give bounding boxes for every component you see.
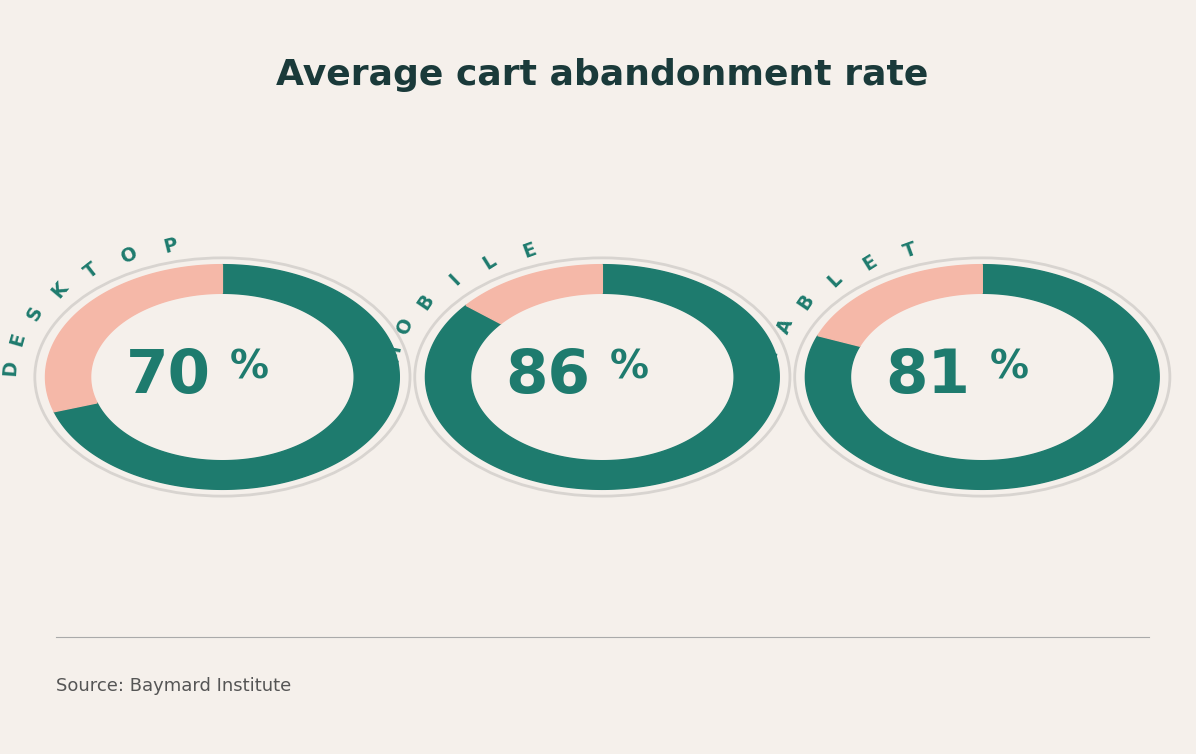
Text: I: I bbox=[446, 271, 464, 290]
Text: P: P bbox=[161, 235, 179, 257]
Text: 86: 86 bbox=[506, 348, 591, 406]
Text: E: E bbox=[7, 331, 29, 348]
Polygon shape bbox=[45, 265, 222, 412]
Text: T: T bbox=[763, 345, 783, 362]
Text: D: D bbox=[0, 359, 20, 376]
Text: Average cart abandonment rate: Average cart abandonment rate bbox=[276, 58, 928, 93]
Text: B: B bbox=[794, 290, 818, 313]
Text: K: K bbox=[48, 278, 72, 302]
Text: Source: Baymard Institute: Source: Baymard Institute bbox=[56, 677, 292, 695]
Text: T: T bbox=[80, 259, 103, 282]
Text: A: A bbox=[774, 316, 797, 337]
Text: %: % bbox=[610, 349, 648, 387]
Polygon shape bbox=[54, 265, 399, 489]
Text: E: E bbox=[520, 239, 539, 262]
Text: %: % bbox=[989, 349, 1029, 387]
Text: %: % bbox=[230, 349, 269, 387]
Text: O: O bbox=[393, 315, 417, 337]
Polygon shape bbox=[818, 265, 982, 346]
Text: L: L bbox=[824, 269, 846, 291]
Text: L: L bbox=[480, 251, 500, 274]
Text: 81: 81 bbox=[885, 348, 970, 406]
Text: E: E bbox=[859, 251, 880, 274]
Polygon shape bbox=[805, 265, 1159, 489]
Text: T: T bbox=[901, 239, 919, 262]
Polygon shape bbox=[466, 265, 603, 323]
Text: O: O bbox=[118, 244, 141, 268]
Text: M: M bbox=[382, 342, 404, 364]
Text: S: S bbox=[23, 303, 47, 324]
Text: B: B bbox=[414, 290, 438, 313]
Text: 70: 70 bbox=[126, 348, 210, 406]
Polygon shape bbox=[426, 265, 780, 489]
